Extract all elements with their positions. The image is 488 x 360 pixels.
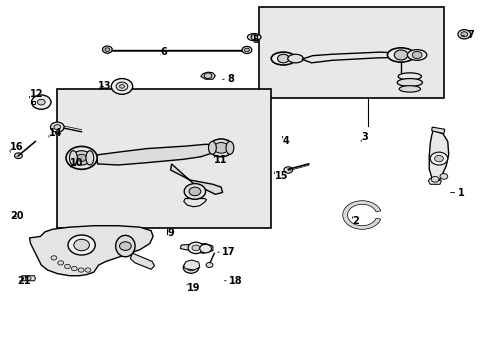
Circle shape xyxy=(119,85,124,88)
Ellipse shape xyxy=(225,141,233,154)
Circle shape xyxy=(58,261,63,265)
Polygon shape xyxy=(427,178,441,184)
Circle shape xyxy=(50,122,64,132)
Circle shape xyxy=(250,35,257,40)
Circle shape xyxy=(213,143,228,153)
Polygon shape xyxy=(130,253,154,269)
Circle shape xyxy=(189,187,201,196)
Text: 11: 11 xyxy=(214,156,227,165)
Circle shape xyxy=(66,147,97,169)
Circle shape xyxy=(184,184,205,199)
Polygon shape xyxy=(428,131,448,184)
Text: 16: 16 xyxy=(10,142,23,152)
Circle shape xyxy=(64,264,70,269)
Circle shape xyxy=(200,244,211,253)
Text: 3: 3 xyxy=(361,132,367,142)
Polygon shape xyxy=(301,52,399,63)
Circle shape xyxy=(15,153,22,158)
Circle shape xyxy=(457,30,469,39)
Text: 9: 9 xyxy=(167,228,174,238)
Polygon shape xyxy=(22,276,35,281)
Circle shape xyxy=(460,32,467,37)
Text: 20: 20 xyxy=(10,211,23,221)
Circle shape xyxy=(77,154,86,161)
Polygon shape xyxy=(201,72,215,79)
Circle shape xyxy=(111,78,132,94)
Bar xyxy=(57,89,271,228)
Ellipse shape xyxy=(86,151,94,165)
Circle shape xyxy=(54,125,61,130)
Text: 17: 17 xyxy=(222,247,235,257)
Text: 21: 21 xyxy=(17,276,30,286)
Text: 10: 10 xyxy=(70,158,84,168)
Circle shape xyxy=(439,174,447,179)
Polygon shape xyxy=(342,201,380,229)
Text: 12: 12 xyxy=(30,89,43,99)
Polygon shape xyxy=(431,127,444,134)
Ellipse shape xyxy=(407,50,426,60)
Circle shape xyxy=(277,54,288,63)
Circle shape xyxy=(71,266,77,271)
Text: 8: 8 xyxy=(226,74,233,84)
Ellipse shape xyxy=(398,86,420,92)
Circle shape xyxy=(78,268,84,272)
Polygon shape xyxy=(170,164,222,194)
Ellipse shape xyxy=(271,52,295,65)
Circle shape xyxy=(102,46,112,53)
Circle shape xyxy=(242,46,251,54)
Text: 5: 5 xyxy=(251,35,258,45)
Circle shape xyxy=(37,99,45,105)
Polygon shape xyxy=(180,244,212,253)
Polygon shape xyxy=(30,226,153,276)
Text: 1: 1 xyxy=(457,188,463,198)
Circle shape xyxy=(434,156,443,162)
Ellipse shape xyxy=(69,151,77,165)
Circle shape xyxy=(186,264,195,271)
Polygon shape xyxy=(183,199,206,207)
Circle shape xyxy=(116,82,127,91)
Text: 19: 19 xyxy=(187,283,200,293)
Text: 15: 15 xyxy=(274,171,287,181)
Circle shape xyxy=(208,139,233,157)
Circle shape xyxy=(68,235,95,255)
Text: 4: 4 xyxy=(282,136,288,146)
Circle shape xyxy=(429,152,447,165)
Polygon shape xyxy=(31,101,35,104)
Text: 14: 14 xyxy=(49,128,62,138)
Circle shape xyxy=(72,151,91,165)
Ellipse shape xyxy=(287,54,303,63)
Ellipse shape xyxy=(208,141,216,154)
Circle shape xyxy=(284,167,292,173)
Circle shape xyxy=(51,256,57,260)
Circle shape xyxy=(183,262,199,273)
Ellipse shape xyxy=(116,235,135,257)
Circle shape xyxy=(85,268,91,272)
Circle shape xyxy=(31,95,51,109)
Text: 13: 13 xyxy=(98,81,111,91)
Text: 2: 2 xyxy=(352,216,359,226)
Text: 7: 7 xyxy=(466,30,473,40)
Circle shape xyxy=(74,239,89,251)
Circle shape xyxy=(393,50,407,60)
Circle shape xyxy=(192,245,200,251)
Circle shape xyxy=(411,51,421,59)
Polygon shape xyxy=(183,260,200,270)
Circle shape xyxy=(105,48,110,51)
Polygon shape xyxy=(96,144,220,165)
Ellipse shape xyxy=(247,33,261,41)
Circle shape xyxy=(203,73,211,78)
Ellipse shape xyxy=(386,48,414,62)
Circle shape xyxy=(244,48,249,52)
Circle shape xyxy=(25,276,31,280)
Circle shape xyxy=(188,242,203,253)
Text: 6: 6 xyxy=(161,47,167,57)
Circle shape xyxy=(205,262,212,267)
Text: 18: 18 xyxy=(228,276,242,286)
Ellipse shape xyxy=(397,73,421,80)
Circle shape xyxy=(430,176,438,182)
Ellipse shape xyxy=(396,78,422,86)
Bar xyxy=(259,7,443,98)
Circle shape xyxy=(119,242,131,250)
